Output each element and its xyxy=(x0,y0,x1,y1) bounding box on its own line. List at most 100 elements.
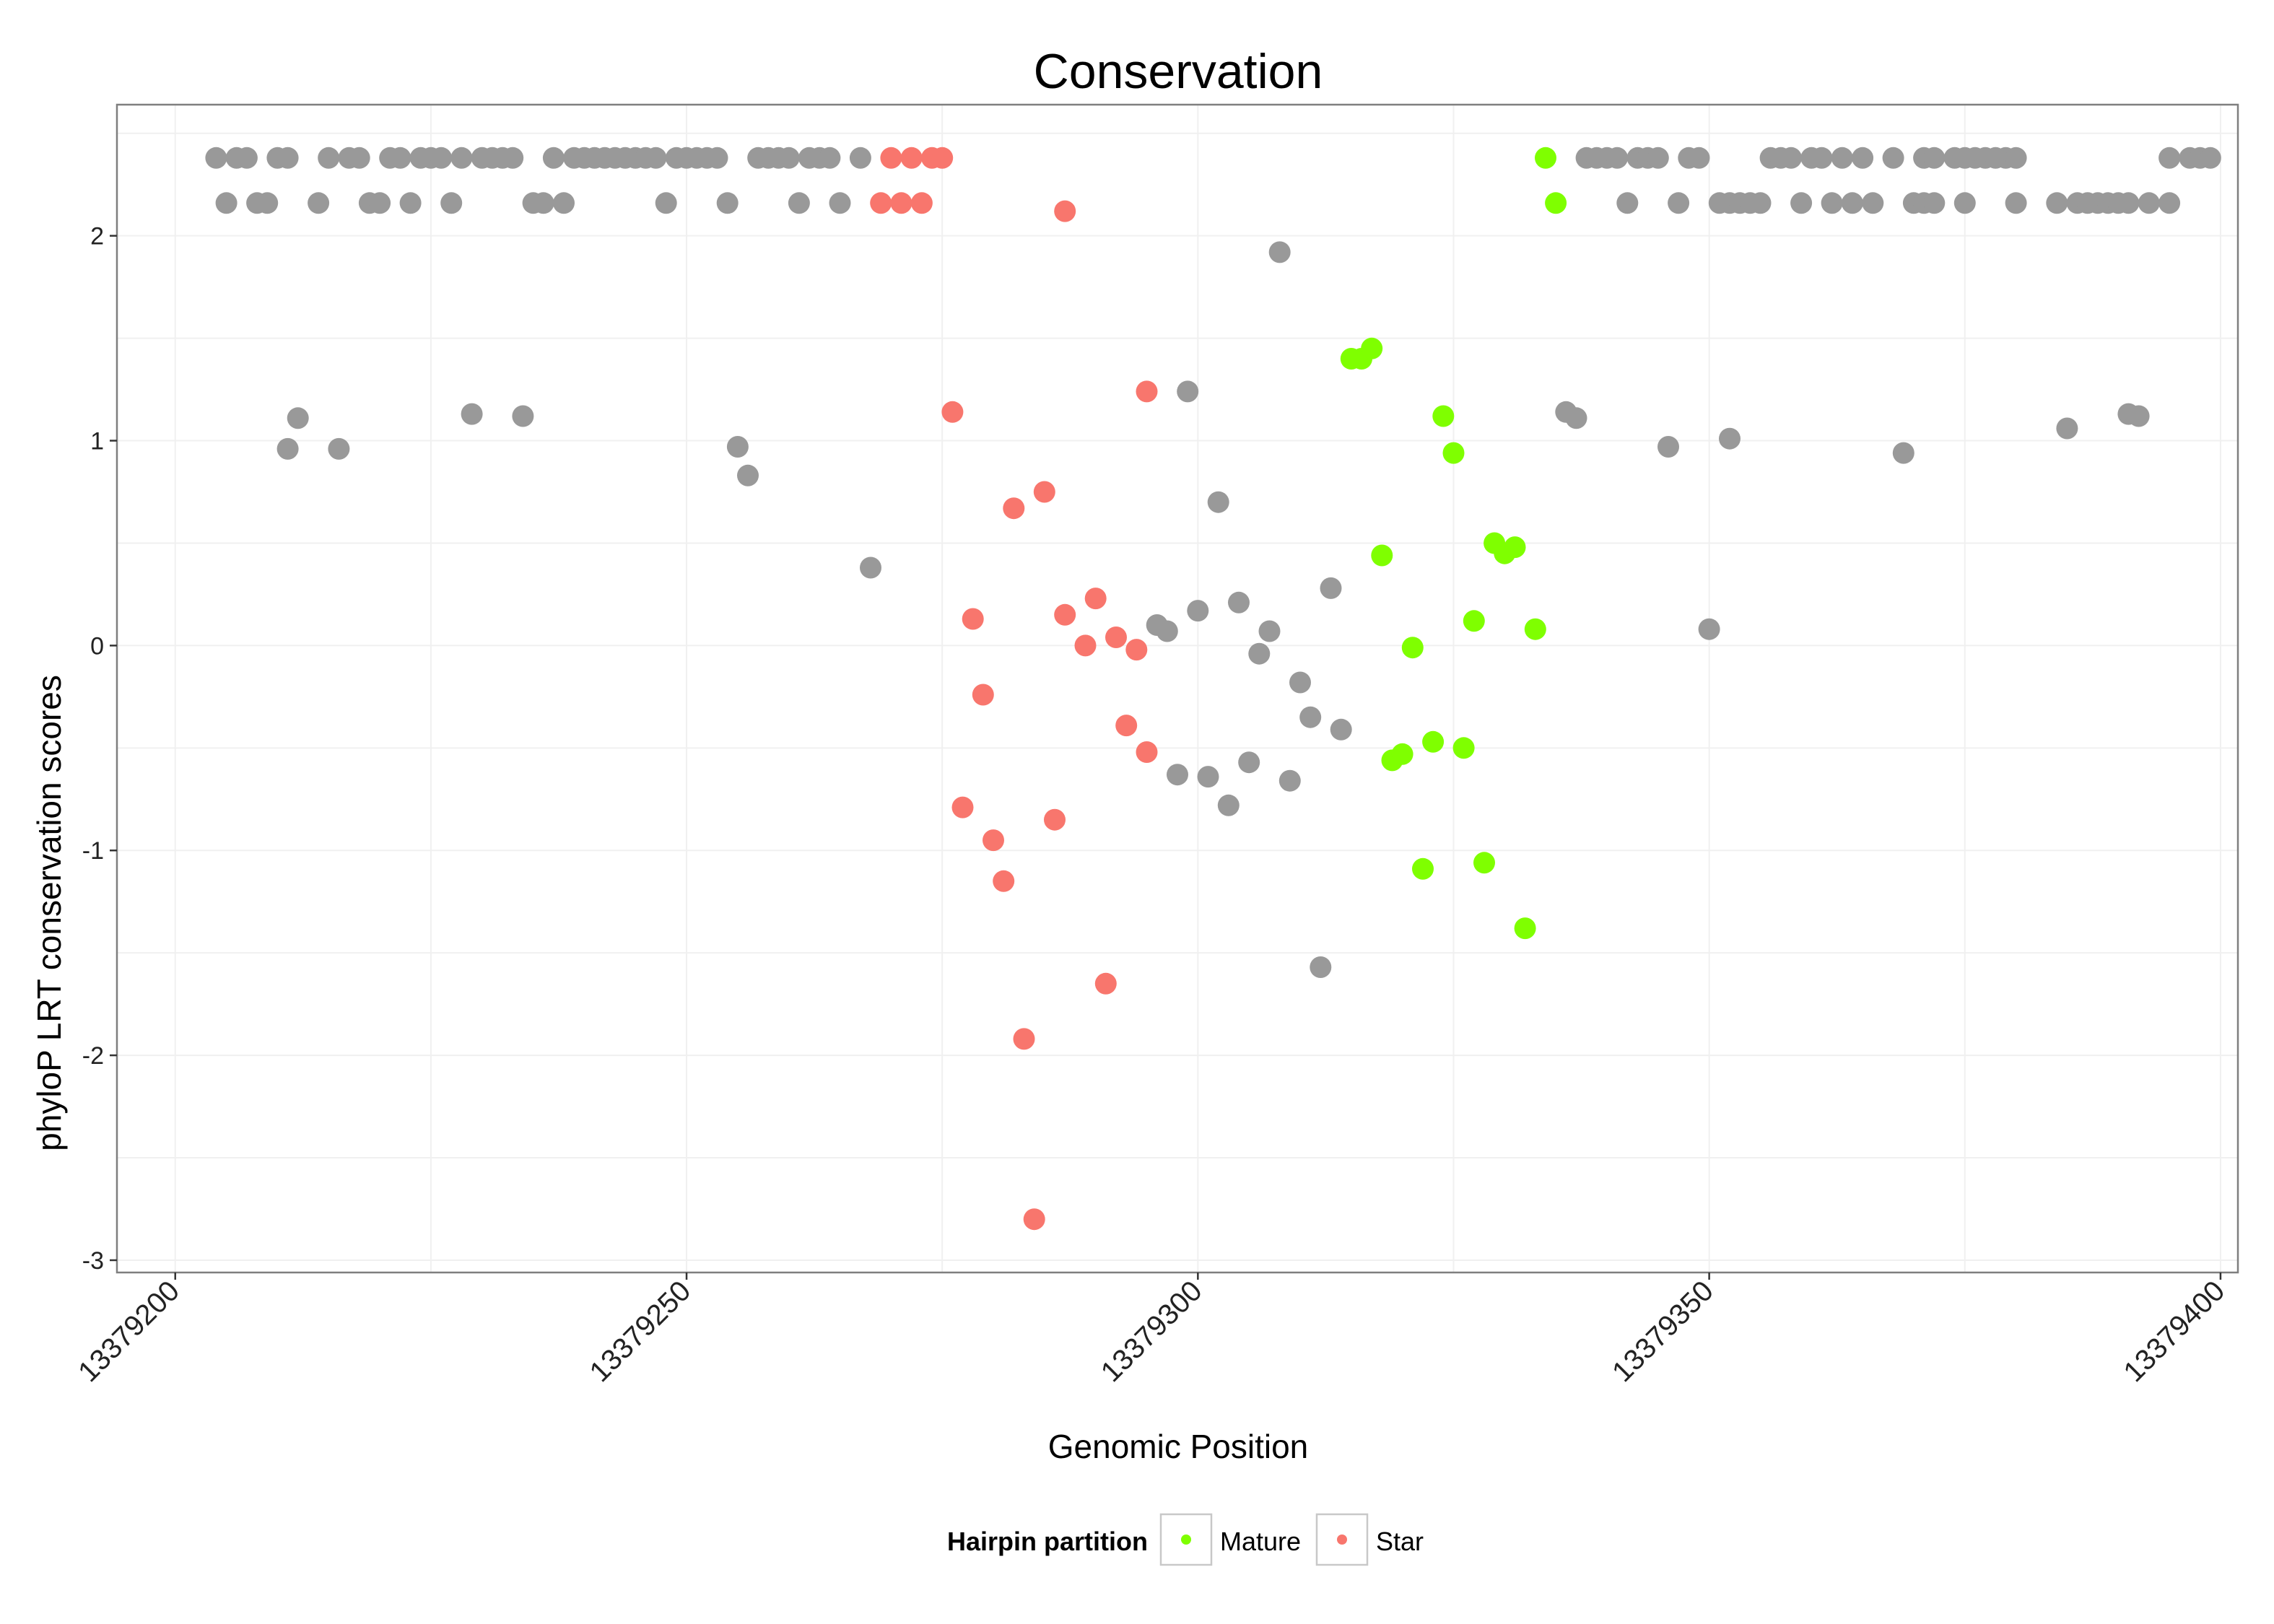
point-other xyxy=(1217,794,1240,816)
point-other xyxy=(287,407,309,429)
point-other xyxy=(1616,192,1639,214)
point-star xyxy=(1054,603,1076,626)
point-other xyxy=(430,147,453,169)
point-other xyxy=(2158,192,2181,214)
point-other xyxy=(1811,147,1833,169)
point-other xyxy=(1320,577,1342,599)
point-other xyxy=(2158,147,2181,169)
legend-marker-star xyxy=(1337,1534,1347,1545)
point-other xyxy=(2117,192,2140,214)
point-mature xyxy=(1401,637,1424,659)
point-star xyxy=(900,147,923,169)
point-other xyxy=(1923,192,1946,214)
point-star xyxy=(931,147,954,169)
point-star xyxy=(910,192,933,214)
point-other xyxy=(1565,407,1587,429)
legend: Hairpin partition Mature Star xyxy=(947,1513,1424,1566)
point-other xyxy=(348,147,370,169)
point-other xyxy=(2138,192,2160,214)
point-other xyxy=(1831,147,1853,169)
legend-label-mature: Mature xyxy=(1220,1527,1301,1556)
point-mature xyxy=(1473,852,1495,874)
point-other xyxy=(542,147,565,169)
point-other xyxy=(726,436,749,458)
point-other xyxy=(1310,956,1332,978)
point-star xyxy=(983,829,1004,852)
legend-label-star: Star xyxy=(1376,1527,1424,1556)
point-other xyxy=(819,147,841,169)
y-axis-title: phyloP LRT conservation scores xyxy=(30,675,68,1151)
point-mature xyxy=(1545,192,1567,214)
point-star xyxy=(1074,634,1097,657)
point-other xyxy=(1953,192,1976,214)
point-other xyxy=(860,556,881,579)
point-mature xyxy=(1514,917,1536,940)
point-star xyxy=(1136,380,1158,403)
point-other xyxy=(716,192,739,214)
point-other xyxy=(1167,764,1188,786)
point-other xyxy=(389,147,411,169)
point-other xyxy=(399,192,422,214)
point-star xyxy=(962,608,984,630)
point-other xyxy=(1657,436,1679,458)
chart-title: Conservation xyxy=(1034,44,1323,99)
point-other xyxy=(2199,147,2221,169)
point-other xyxy=(1187,600,1209,622)
point-star xyxy=(1003,497,1025,520)
point-other xyxy=(1278,769,1301,792)
point-other xyxy=(532,192,554,214)
point-star xyxy=(1054,200,1076,222)
point-other xyxy=(1248,642,1271,665)
point-other xyxy=(829,192,851,214)
point-other xyxy=(461,403,483,425)
point-other xyxy=(1688,147,1710,169)
point-other xyxy=(788,192,810,214)
point-other xyxy=(318,147,340,169)
point-other xyxy=(512,405,534,427)
point-other xyxy=(1207,491,1229,513)
point-star xyxy=(1013,1028,1035,1050)
point-other xyxy=(276,437,299,460)
point-other xyxy=(553,192,575,214)
point-other xyxy=(777,147,800,169)
point-other xyxy=(256,192,279,214)
point-star xyxy=(941,401,964,423)
point-mature xyxy=(1504,536,1526,559)
point-other xyxy=(1841,192,1863,214)
point-other xyxy=(1228,591,1250,614)
point-other xyxy=(1238,751,1260,774)
point-other xyxy=(1268,241,1291,263)
y-tick-label: 0 xyxy=(90,632,104,660)
point-star xyxy=(1094,972,1117,995)
y-tick-label: 1 xyxy=(90,428,104,455)
point-other xyxy=(1606,147,1629,169)
point-other xyxy=(205,147,227,169)
point-mature xyxy=(1361,337,1383,359)
point-other xyxy=(645,147,667,169)
point-mature xyxy=(1432,405,1455,427)
y-tick-label: -1 xyxy=(82,837,104,865)
grid-lines xyxy=(117,105,2238,1272)
point-star xyxy=(1023,1208,1045,1231)
point-star xyxy=(1105,627,1127,648)
point-other xyxy=(1892,442,1914,464)
point-other xyxy=(502,147,524,169)
point-other xyxy=(849,147,871,169)
point-mature xyxy=(1391,743,1413,765)
point-other xyxy=(1821,192,1843,214)
point-other xyxy=(1719,427,1741,450)
point-mature xyxy=(1442,442,1465,464)
point-other xyxy=(235,147,258,169)
data-points xyxy=(205,147,2221,1231)
point-mature xyxy=(1371,544,1393,567)
point-star xyxy=(951,796,974,818)
point-star xyxy=(870,192,892,214)
point-star xyxy=(890,192,912,214)
point-other xyxy=(1790,192,1813,214)
y-axis: -3 -2 -1 0 1 2 xyxy=(82,223,117,1275)
point-mature xyxy=(1524,618,1546,640)
point-other xyxy=(215,192,238,214)
point-other xyxy=(1780,147,1802,169)
point-other xyxy=(2005,147,2027,169)
